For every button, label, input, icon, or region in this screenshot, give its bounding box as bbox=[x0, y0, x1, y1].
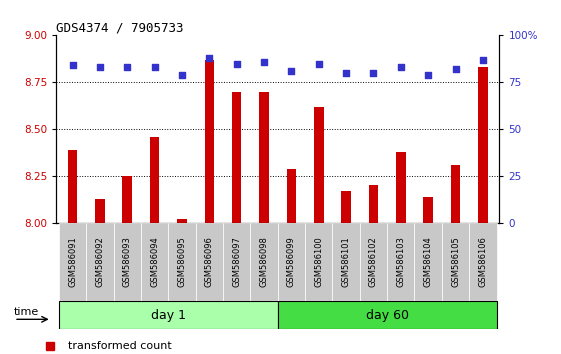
FancyBboxPatch shape bbox=[141, 223, 168, 301]
Bar bbox=[396, 152, 406, 223]
Text: GSM586099: GSM586099 bbox=[287, 236, 296, 287]
Text: GSM586106: GSM586106 bbox=[479, 236, 488, 287]
FancyBboxPatch shape bbox=[113, 223, 141, 301]
FancyBboxPatch shape bbox=[278, 223, 305, 301]
Bar bbox=[424, 197, 433, 223]
Point bbox=[369, 70, 378, 76]
Bar bbox=[68, 150, 77, 223]
Text: GSM586092: GSM586092 bbox=[95, 236, 104, 287]
FancyBboxPatch shape bbox=[168, 223, 196, 301]
Text: GSM586100: GSM586100 bbox=[314, 236, 323, 287]
Text: GSM586094: GSM586094 bbox=[150, 236, 159, 287]
Point bbox=[287, 68, 296, 74]
Bar bbox=[150, 137, 159, 223]
Text: day 1: day 1 bbox=[151, 309, 186, 321]
FancyBboxPatch shape bbox=[196, 223, 223, 301]
Point bbox=[177, 72, 186, 78]
Bar bbox=[287, 169, 296, 223]
Point bbox=[396, 64, 405, 70]
Text: GSM586098: GSM586098 bbox=[260, 236, 269, 287]
Bar bbox=[232, 92, 241, 223]
Point bbox=[479, 57, 488, 63]
Point bbox=[95, 64, 104, 70]
Text: GSM586103: GSM586103 bbox=[396, 236, 405, 287]
FancyBboxPatch shape bbox=[86, 223, 113, 301]
FancyBboxPatch shape bbox=[360, 223, 387, 301]
Text: transformed count: transformed count bbox=[68, 341, 172, 351]
Text: GSM586102: GSM586102 bbox=[369, 236, 378, 287]
Text: GSM586095: GSM586095 bbox=[177, 236, 186, 287]
FancyBboxPatch shape bbox=[387, 223, 415, 301]
Bar bbox=[478, 67, 488, 223]
Bar bbox=[369, 185, 378, 223]
Text: GSM586093: GSM586093 bbox=[123, 236, 132, 287]
FancyBboxPatch shape bbox=[469, 223, 496, 301]
FancyBboxPatch shape bbox=[250, 223, 278, 301]
Bar bbox=[450, 165, 461, 223]
Bar bbox=[341, 191, 351, 223]
Text: GSM586105: GSM586105 bbox=[451, 236, 460, 287]
FancyBboxPatch shape bbox=[223, 223, 250, 301]
Text: GSM586091: GSM586091 bbox=[68, 236, 77, 287]
Bar bbox=[122, 176, 132, 223]
Bar bbox=[177, 219, 187, 223]
Bar bbox=[205, 60, 214, 223]
Text: GSM586104: GSM586104 bbox=[424, 236, 433, 287]
Text: GSM586097: GSM586097 bbox=[232, 236, 241, 287]
Bar bbox=[314, 107, 324, 223]
Bar bbox=[95, 199, 105, 223]
Bar bbox=[259, 92, 269, 223]
Text: GDS4374 / 7905733: GDS4374 / 7905733 bbox=[56, 21, 183, 34]
Text: GSM586101: GSM586101 bbox=[342, 236, 351, 287]
Text: time: time bbox=[14, 307, 39, 317]
Point bbox=[232, 61, 241, 67]
Point bbox=[123, 64, 132, 70]
Point bbox=[68, 63, 77, 68]
Point bbox=[150, 64, 159, 70]
Point bbox=[451, 66, 460, 72]
Text: GSM586096: GSM586096 bbox=[205, 236, 214, 287]
FancyBboxPatch shape bbox=[278, 301, 496, 329]
Point bbox=[260, 59, 269, 64]
Text: day 60: day 60 bbox=[366, 309, 408, 321]
FancyBboxPatch shape bbox=[59, 223, 86, 301]
Point bbox=[205, 55, 214, 61]
FancyBboxPatch shape bbox=[415, 223, 442, 301]
Point bbox=[314, 61, 323, 67]
FancyBboxPatch shape bbox=[59, 301, 278, 329]
FancyBboxPatch shape bbox=[305, 223, 333, 301]
Point bbox=[424, 72, 433, 78]
FancyBboxPatch shape bbox=[442, 223, 469, 301]
FancyBboxPatch shape bbox=[333, 223, 360, 301]
Point bbox=[342, 70, 351, 76]
